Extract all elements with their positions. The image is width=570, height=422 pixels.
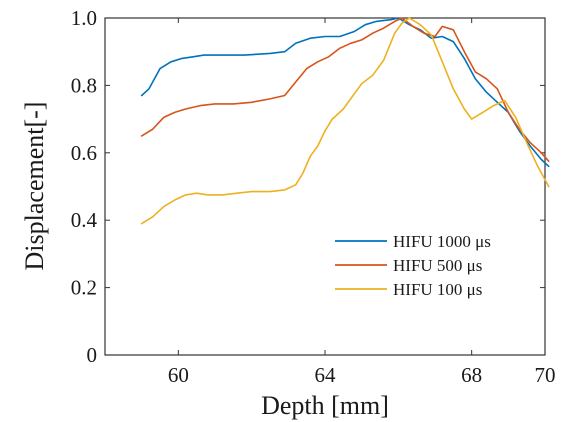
y-tick-label: 0.2 <box>71 276 97 300</box>
y-tick-label: 0.6 <box>71 141 97 165</box>
series-lines <box>140 17 550 225</box>
legend-label-2: HIFU 100 μs <box>393 280 482 299</box>
y-tick-label: 0 <box>87 343 98 367</box>
x-tick-label: 60 <box>168 363 189 387</box>
legend-label-1: HIFU 500 μs <box>393 256 482 275</box>
y-axis-ticks: 0 0.2 0.4 0.6 0.8 1.0 <box>71 6 545 367</box>
x-tick-label: 70 <box>535 363 556 387</box>
x-axis-title: Depth [mm] <box>261 391 389 420</box>
x-tick-label: 68 <box>461 363 482 387</box>
y-tick-label: 0.8 <box>71 73 97 97</box>
x-tick-label: 64 <box>315 363 337 387</box>
x-axis-ticks: 60 64 68 70 <box>168 18 556 387</box>
series-line-0 <box>140 17 550 168</box>
series-line-1 <box>140 17 550 162</box>
y-axis-title: Displacement[-] <box>20 102 49 271</box>
y-tick-label: 0.4 <box>71 208 98 232</box>
series-line-2 <box>140 17 550 225</box>
legend: HIFU 1000 μs HIFU 500 μs HIFU 100 μs <box>335 232 491 299</box>
y-tick-label: 1.0 <box>71 6 97 30</box>
legend-label-0: HIFU 1000 μs <box>393 232 491 251</box>
plot-area <box>104 17 546 356</box>
